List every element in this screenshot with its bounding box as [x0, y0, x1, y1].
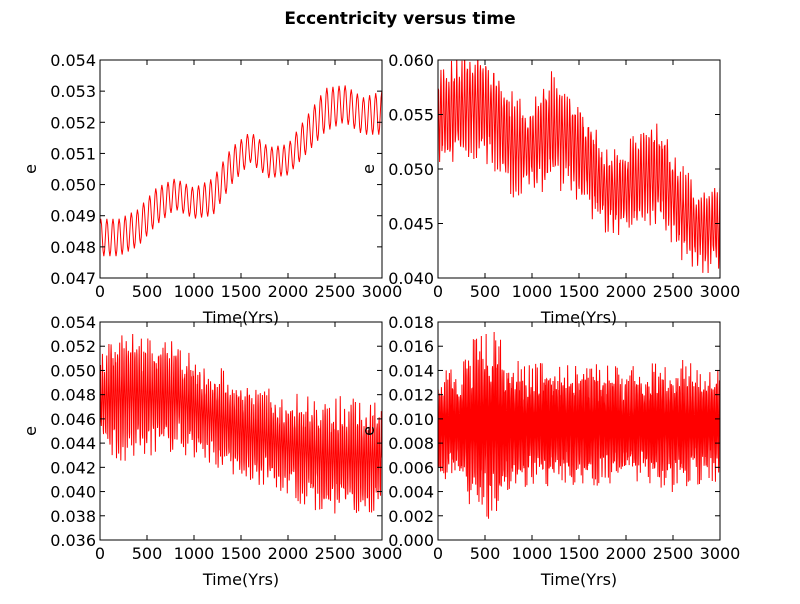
y-tick-label: 0.040	[388, 269, 434, 288]
y-tick-label: 0.060	[388, 51, 434, 70]
y-tick-label: 0.006	[388, 458, 434, 477]
x-tick-label: 0	[433, 544, 443, 563]
y-axis-label: e	[21, 164, 40, 174]
y-tick-label: 0.050	[50, 176, 96, 195]
x-tick-label: 0	[433, 282, 443, 301]
y-tick-label: 0.047	[50, 269, 96, 288]
y-tick-label: 0.052	[50, 113, 96, 132]
x-tick-label: 1000	[512, 544, 553, 563]
x-tick-label: 500	[132, 282, 163, 301]
x-axis-label: Time(Yrs)	[202, 570, 279, 589]
x-tick-label: 2500	[653, 544, 694, 563]
y-tick-label: 0.050	[388, 160, 434, 179]
y-tick-label: 0.016	[388, 337, 434, 356]
y-tick-label: 0.000	[388, 531, 434, 550]
x-tick-label: 2500	[315, 282, 356, 301]
series-line-1	[438, 331, 720, 519]
x-tick-label: 500	[470, 544, 501, 563]
x-tick-label: 0	[95, 544, 105, 563]
series-line-1	[100, 85, 382, 257]
y-tick-label: 0.040	[50, 483, 96, 502]
x-tick-label: 1500	[221, 282, 262, 301]
x-tick-label: 500	[132, 544, 163, 563]
x-tick-label: 3000	[700, 282, 741, 301]
subplot-1: 0 500 1000 1500 2000 2500 3000 0.047 0.048 0.049 0…	[21, 51, 402, 327]
x-tick-label: 1000	[174, 282, 215, 301]
x-tick-label: 2500	[653, 282, 694, 301]
subplot-4: 0 500 1000 1500 2000 2500 30000.0000.0020.0040…	[359, 313, 740, 589]
x-tick-label: 3000	[362, 282, 403, 301]
y-axis-label: e	[359, 164, 378, 174]
series-line-1	[438, 60, 720, 274]
series-line-1	[100, 333, 382, 514]
subplot-2: 0 500 1000 1500 2000 2500 30000.0400.0450.0500…	[359, 51, 741, 327]
y-tick-label: 0.002	[388, 507, 434, 526]
y-tick-label: 0.012	[388, 386, 434, 405]
y-tick-label: 0.048	[50, 238, 96, 257]
x-tick-label: 2000	[606, 282, 647, 301]
subplot-3: 0 500 1000 1500 2000 2500 3000 0.036 0.038 0.040 0…	[21, 313, 402, 589]
y-tick-label: 0.050	[50, 361, 96, 380]
y-tick-label: 0.038	[50, 507, 96, 526]
y-tick-label: 0.054	[50, 313, 96, 332]
y-tick-label: 0.008	[388, 434, 434, 453]
y-axis-label: e	[359, 426, 378, 436]
y-tick-label: 0.014	[388, 361, 434, 380]
y-tick-label: 0.051	[50, 144, 96, 163]
x-tick-label: 0	[95, 282, 105, 301]
y-tick-label: 0.018	[388, 313, 434, 332]
x-tick-label: 1000	[512, 282, 553, 301]
y-tick-label: 0.045	[388, 215, 434, 234]
x-tick-label: 1500	[559, 544, 600, 563]
x-tick-label: 500	[470, 282, 501, 301]
y-tick-label: 0.044	[50, 434, 96, 453]
x-tick-label: 2000	[268, 544, 309, 563]
x-tick-label: 3000	[362, 544, 403, 563]
y-tick-label: 0.052	[50, 337, 96, 356]
x-tick-label: 1500	[559, 282, 600, 301]
y-tick-label: 0.004	[388, 483, 434, 502]
x-tick-label: 2000	[606, 544, 647, 563]
y-tick-label: 0.010	[388, 410, 434, 429]
y-tick-label: 0.054	[50, 51, 96, 70]
x-axis-label: Time(Yrs)	[540, 570, 617, 589]
x-tick-label: 2500	[315, 544, 356, 563]
x-tick-label: 2000	[268, 282, 309, 301]
y-tick-label: 0.053	[50, 82, 96, 101]
x-tick-label: 1500	[221, 544, 262, 563]
y-tick-label: 0.048	[50, 386, 96, 405]
figure-title: Eccentricity versus time	[284, 9, 516, 29]
y-tick-label: 0.055	[388, 106, 434, 125]
x-tick-label: 3000	[700, 544, 741, 563]
y-tick-label: 0.042	[50, 458, 96, 477]
y-tick-label: 0.046	[50, 410, 96, 429]
y-axis-label: e	[21, 426, 40, 436]
y-tick-label: 0.049	[50, 207, 96, 226]
y-tick-label: 0.036	[50, 531, 96, 550]
x-tick-label: 1000	[174, 544, 215, 563]
